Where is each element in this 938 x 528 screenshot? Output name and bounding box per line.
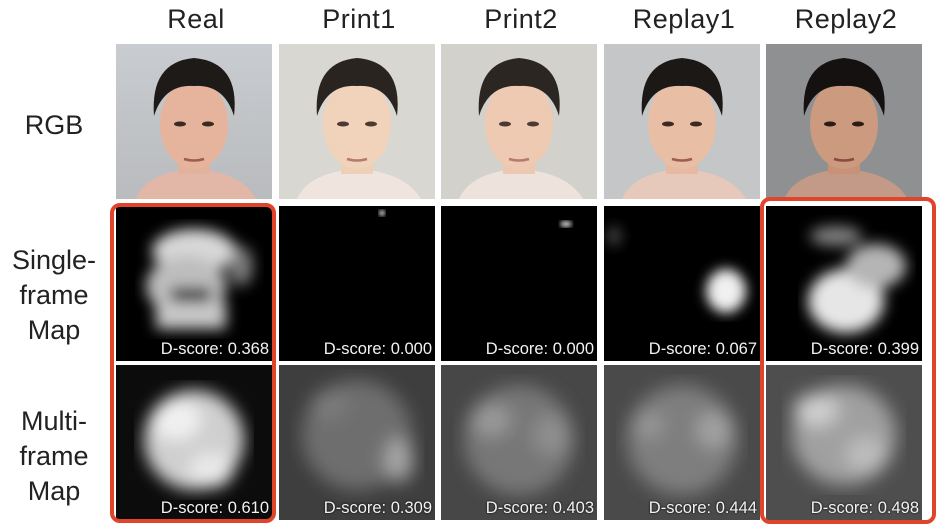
d-score-label: D-score: 0.403 (485, 499, 594, 517)
d-score-label: D-score: 0.368 (160, 340, 269, 358)
multi-frame-map-print2: D-score: 0.403 (441, 365, 597, 520)
d-score-label: D-score: 0.444 (648, 499, 757, 517)
rgb-face-replay1 (604, 44, 760, 199)
d-score-label: D-score: 0.309 (323, 499, 432, 517)
multi-frame-map-print1: D-score: 0.309 (279, 365, 435, 520)
d-score-label: D-score: 0.399 (810, 340, 919, 358)
single-frame-map-print2: D-score: 0.000 (441, 206, 597, 361)
single-frame-map-real: D-score: 0.368 (116, 206, 272, 361)
d-score-label: D-score: 0.000 (485, 340, 594, 358)
d-score-label: D-score: 0.000 (323, 340, 432, 358)
row-label-rgb: RGB (24, 110, 84, 140)
rgb-face-print2 (441, 44, 597, 199)
row-label-single-frame-map: Single- frame Map (11, 245, 97, 345)
rgb-face-real (116, 44, 272, 199)
column-header-replay1: Replay1 (632, 4, 736, 34)
rgb-face-print1 (279, 44, 435, 199)
multi-frame-map-real: D-score: 0.610 (116, 365, 272, 520)
d-score-label: D-score: 0.498 (810, 499, 919, 517)
multi-frame-map-replay2: D-score: 0.498 (766, 365, 922, 520)
d-score-label: D-score: 0.610 (160, 499, 269, 517)
column-header-real: Real (167, 4, 225, 34)
column-header-print2: Print2 (484, 4, 558, 34)
column-header-replay2: Replay2 (794, 4, 898, 34)
rgb-face-replay2 (766, 44, 922, 199)
d-score-label: D-score: 0.067 (648, 340, 757, 358)
multi-frame-map-replay1: D-score: 0.444 (604, 365, 760, 520)
single-frame-map-replay1: D-score: 0.067 (604, 206, 760, 361)
single-frame-map-replay2: D-score: 0.399 (766, 206, 922, 361)
row-label-multi-frame-map: Multi- frame Map (19, 406, 89, 506)
single-frame-map-print1: D-score: 0.000 (279, 206, 435, 361)
column-header-print1: Print1 (322, 4, 396, 34)
